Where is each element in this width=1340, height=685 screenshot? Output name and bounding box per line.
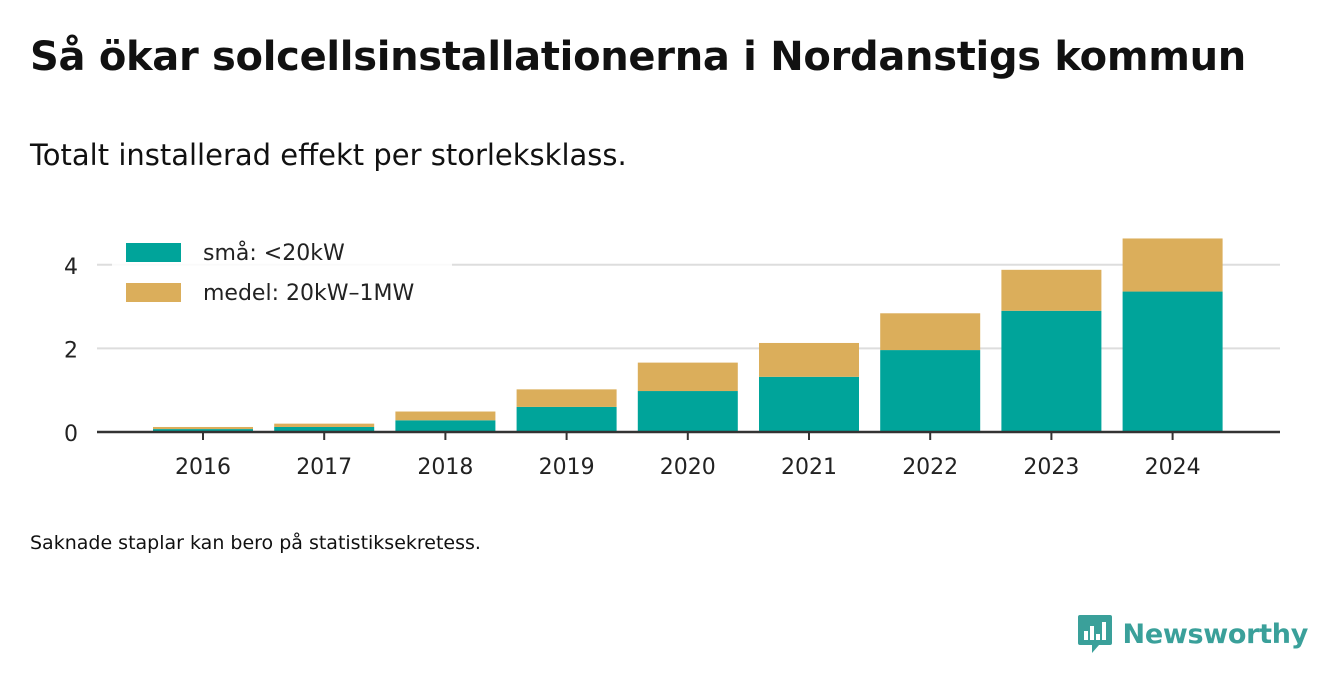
bar-2017-medium — [274, 423, 375, 427]
bar-2024-medium — [1122, 238, 1223, 292]
chart-title: Så ökar solcellsinstallationerna i Norda… — [30, 34, 1246, 80]
bar-2020-medium — [637, 362, 738, 392]
footnote: Saknade staplar kan bero på statistiksek… — [30, 532, 481, 554]
bar-2017-small — [274, 426, 375, 432]
x-tick-label: 2018 — [417, 455, 473, 480]
bar-chart-speech-bubble-icon — [1077, 615, 1112, 653]
x-tick-label: 2022 — [902, 455, 958, 480]
bar-2018-small — [395, 420, 496, 432]
y-tick-label: 2 — [64, 338, 78, 363]
bar-2016-medium — [153, 426, 253, 430]
bar-2021-medium — [759, 342, 859, 377]
legend-swatch — [126, 283, 181, 302]
bar-2016-small — [153, 429, 253, 432]
bar-2019-small — [516, 406, 617, 432]
bar-2022-small — [880, 350, 981, 432]
legend-label: medel: 20kW–1MW — [203, 281, 414, 306]
bar-2023-small — [1001, 310, 1102, 432]
x-tick-label: 2023 — [1023, 455, 1079, 480]
x-tick-label: 2021 — [781, 455, 837, 480]
bar-2022-medium — [880, 313, 981, 351]
x-tick-label: 2016 — [175, 455, 231, 480]
bar-2024-small — [1122, 291, 1223, 432]
legend: små: <20kW medel: 20kW–1MW — [112, 232, 452, 320]
x-tick-label: 2017 — [296, 455, 352, 480]
x-tick-label: 2019 — [539, 455, 595, 480]
bars — [153, 238, 1223, 432]
y-tick-label: 4 — [64, 255, 78, 280]
legend-label: små: <20kW — [203, 240, 345, 266]
brand-logo: Newsworthy — [1077, 612, 1308, 656]
axes: 0 2 4 2016 2017 2018 2019 2020 2021 2022 2023 2024 — [64, 255, 1280, 480]
y-tick-label: 0 — [64, 422, 78, 447]
bar-2018-medium — [395, 411, 496, 421]
bar-2020-small — [637, 391, 738, 432]
chart-subtitle: Totalt installerad effekt per storlekskl… — [30, 138, 627, 172]
bar-2023-medium — [1001, 269, 1102, 311]
brand-name: Newsworthy — [1122, 618, 1309, 650]
bar-2019-medium — [516, 389, 617, 407]
legend-swatch — [126, 243, 181, 262]
bar-2021-small — [759, 376, 859, 432]
x-tick-label: 2024 — [1145, 455, 1201, 480]
x-tick-label: 2020 — [660, 455, 716, 480]
